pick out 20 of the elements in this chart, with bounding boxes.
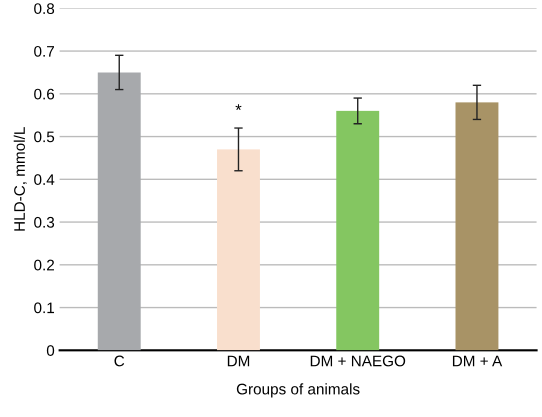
y-tick-label: 0.5 (34, 131, 54, 142)
y-tick-label: 0.2 (34, 260, 54, 270)
x-tick-label: C (114, 356, 124, 366)
y-tick-label: 0.3 (34, 216, 54, 228)
y-axis-title: HLD-C, mmol/L (14, 127, 27, 231)
annotation: * (236, 104, 242, 110)
x-tick-label: DM (228, 356, 250, 366)
y-tick-label: 0 (46, 345, 54, 356)
y-tick-label: 0.8 (34, 3, 54, 14)
bar (455, 102, 498, 350)
x-tick-label: DM + NAEGO (310, 356, 406, 366)
y-tick-label: 0.1 (34, 302, 54, 314)
x-tick-label: DM + A (452, 356, 502, 366)
y-tick-label: 0.7 (34, 46, 54, 57)
bar (336, 110, 380, 350)
bar (98, 72, 141, 350)
y-tick-label: 0.4 (34, 174, 54, 185)
bar (217, 149, 260, 350)
x-axis-title: Groups of animals (236, 383, 360, 398)
y-tick-label: 0.6 (34, 88, 54, 100)
